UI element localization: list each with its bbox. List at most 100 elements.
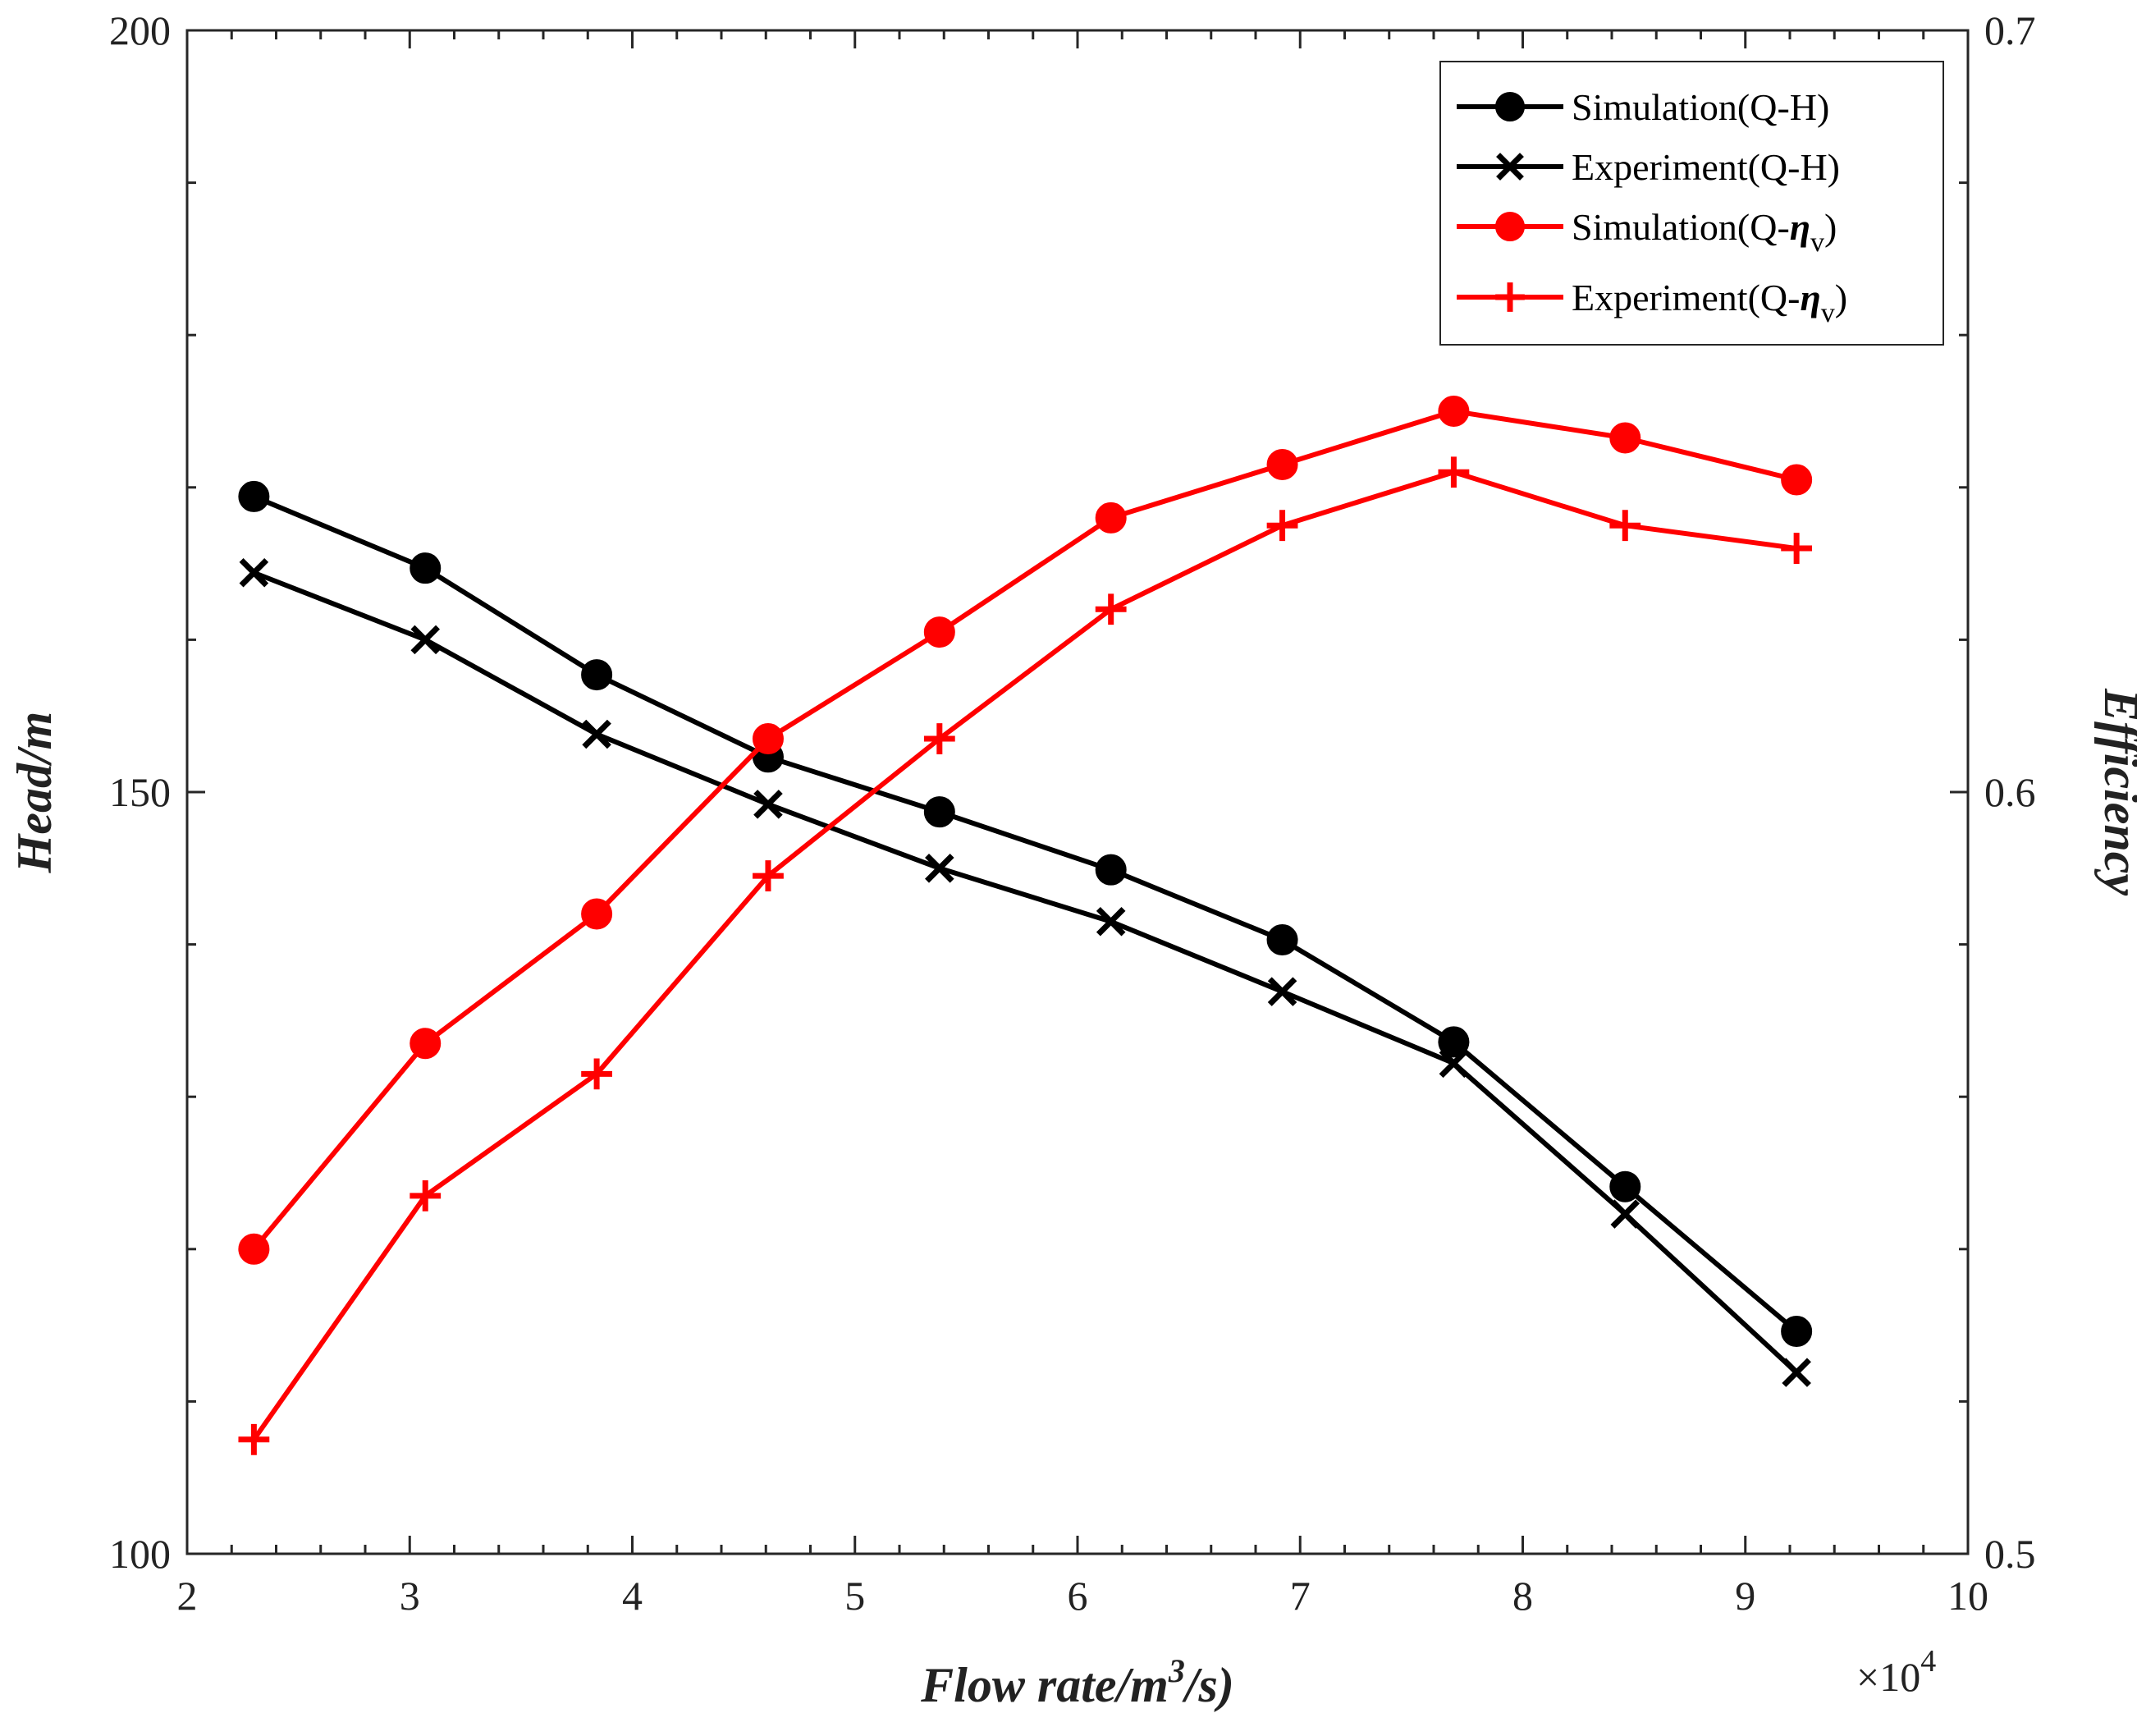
y-left-tick-label: 100	[109, 1531, 171, 1577]
data-point	[753, 790, 783, 819]
data-point-stroke	[239, 557, 269, 588]
x-axis-title: Flow rate/m3/s)	[920, 1652, 1234, 1712]
x-tick-label: 10	[1947, 1573, 1988, 1619]
y-right-tick-label: 0.6	[1984, 769, 2036, 815]
x-tick-label: 9	[1735, 1573, 1755, 1619]
legend-label-simulation-qh: Simulation(Q-H)	[1572, 86, 1829, 128]
legend-sample-marker	[1495, 282, 1525, 312]
data-point	[238, 1233, 270, 1265]
legend-sample-marker-stroke	[1496, 153, 1524, 181]
data-point-stroke	[582, 719, 611, 749]
data-point-stroke	[753, 790, 783, 819]
legend-label-simulation-qeta-symbol: η	[1790, 206, 1810, 248]
legend-sample-marker	[1496, 153, 1524, 181]
series-layer	[238, 396, 1813, 1455]
y-right-tick-label: 0.5	[1984, 1531, 2036, 1577]
data-point	[581, 898, 613, 930]
data-point	[1782, 1358, 1811, 1387]
data-point	[410, 552, 442, 584]
data-point	[238, 480, 270, 512]
data-point-stroke	[410, 625, 441, 655]
data-point	[1438, 1026, 1470, 1058]
data-point	[410, 1028, 442, 1060]
data-point	[1609, 1170, 1641, 1202]
x-axis-multiplier-exponent: 4	[1920, 1644, 1936, 1679]
legend-label-simulation-qeta-prefix: Simulation(Q-	[1572, 206, 1790, 248]
data-point	[582, 719, 611, 749]
x-axis-multiplier-base: ×10	[1856, 1654, 1920, 1700]
legend-sample-marker	[1495, 212, 1525, 241]
data-point	[239, 557, 269, 588]
data-point	[1438, 396, 1470, 427]
data-point-stroke	[1096, 906, 1126, 937]
series-1	[239, 557, 1811, 1387]
series-line	[253, 570, 1799, 1375]
y-left-tick-label: 150	[109, 769, 171, 815]
ticks-layer: 2 3 4 5 6 7 8 9 10 100 150 200 0.5 0.6 0.7	[109, 7, 2036, 1619]
data-point	[752, 723, 784, 755]
legend-label-simulation-qeta: Simulation(Q-ηv)	[1572, 206, 1837, 258]
series-2	[238, 396, 1813, 1265]
y-right-axis-title: Efficiency	[2094, 688, 2137, 895]
data-point	[1266, 924, 1298, 956]
data-point	[923, 616, 955, 648]
legend-label-experiment-qeta: Experiment(Q-ηv)	[1572, 277, 1847, 328]
data-point	[1096, 906, 1126, 937]
data-point	[923, 796, 955, 828]
data-point	[238, 1423, 270, 1455]
series-line	[251, 469, 1797, 1441]
y-left-tick-label: 200	[109, 7, 171, 53]
y-left-axis-title: Head/m	[7, 712, 62, 874]
legend-label-experiment-qh: Experiment(Q-H)	[1572, 146, 1840, 188]
data-point	[1438, 456, 1470, 488]
x-tick-label: 5	[844, 1573, 865, 1619]
legend-label-simulation-qeta-suffix: )	[1824, 206, 1837, 248]
data-point	[923, 723, 955, 754]
legend-samples	[1457, 92, 1563, 312]
series-line	[252, 409, 1797, 1251]
data-point	[1610, 1199, 1641, 1229]
legend-label-experiment-qeta-prefix: Experiment(Q-	[1572, 277, 1800, 318]
plot-frame	[185, 29, 1970, 1555]
data-point	[1781, 1316, 1813, 1348]
data-point-stroke	[1782, 1358, 1811, 1387]
data-point	[581, 659, 613, 691]
x-tick-label: 6	[1068, 1573, 1088, 1619]
y-right-tick-label: 0.7	[1984, 7, 2036, 53]
x-axis-title-end: /s)	[1182, 1658, 1234, 1712]
legend: Simulation(Q-H) Experiment(Q-H) Simulati…	[1439, 61, 1944, 346]
legend-label-experiment-qh-text: Experiment(Q-H)	[1572, 146, 1840, 188]
x-tick-label: 8	[1512, 1573, 1533, 1619]
data-point	[1781, 533, 1813, 564]
series-0	[238, 480, 1813, 1348]
data-point	[1095, 593, 1127, 625]
x-tick-label: 7	[1290, 1573, 1311, 1619]
x-tick-label: 2	[177, 1573, 198, 1619]
data-point	[1609, 422, 1641, 454]
x-axis-title-superscript: 3	[1168, 1652, 1185, 1689]
data-point	[1267, 977, 1297, 1006]
data-point	[410, 625, 441, 655]
series-3	[238, 456, 1813, 1455]
data-point-stroke	[1439, 1048, 1469, 1079]
legend-label-simulation-qeta-subscript: v	[1810, 227, 1824, 258]
data-point	[1095, 854, 1127, 886]
legend-label-simulation-qh-text: Simulation(Q-H)	[1572, 86, 1829, 128]
x-axis-title-main: Flow rate/m	[920, 1658, 1169, 1712]
data-point-stroke	[1267, 977, 1297, 1006]
data-point	[1266, 448, 1298, 480]
x-tick-label: 4	[622, 1573, 643, 1619]
data-point	[410, 1179, 442, 1212]
data-point-stroke	[925, 854, 954, 883]
x-axis-multiplier: ×104	[1856, 1644, 1936, 1700]
legend-label-experiment-qeta-symbol: η	[1800, 277, 1820, 318]
legend-label-experiment-qeta-subscript: v	[1821, 298, 1835, 328]
data-point-stroke	[1610, 1199, 1641, 1229]
data-point	[581, 1058, 612, 1090]
data-point	[1095, 502, 1127, 534]
data-point	[1266, 510, 1298, 542]
series-line	[253, 494, 1799, 1334]
legend-label-experiment-qeta-suffix: )	[1835, 277, 1847, 318]
data-point	[925, 854, 954, 883]
